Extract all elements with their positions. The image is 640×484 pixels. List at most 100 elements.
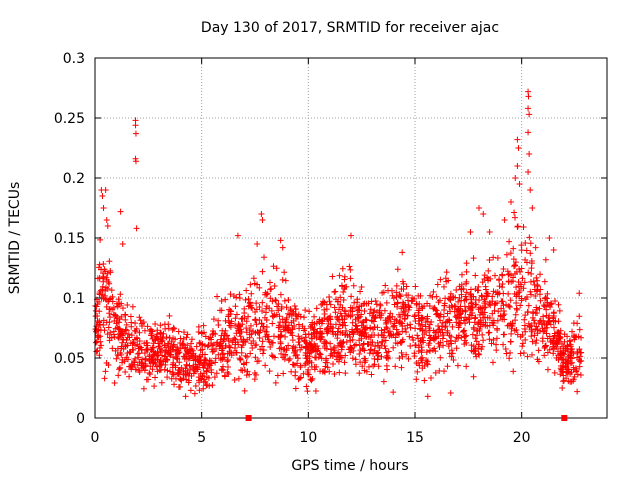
data-point — [576, 326, 583, 333]
data-point — [476, 311, 483, 318]
data-point — [275, 301, 282, 308]
data-point — [525, 105, 532, 112]
data-point — [522, 336, 529, 343]
data-point — [164, 340, 171, 347]
data-point — [309, 335, 316, 342]
data-point — [516, 266, 523, 273]
data-point — [500, 290, 507, 297]
data-point — [463, 268, 470, 275]
data-point — [470, 293, 477, 300]
data-points — [92, 88, 585, 400]
data-point — [242, 296, 249, 303]
data-point — [167, 343, 174, 350]
data-point — [352, 322, 359, 329]
data-point — [370, 362, 377, 369]
data-point — [349, 336, 356, 343]
data-point — [478, 346, 485, 353]
data-point — [323, 328, 330, 335]
data-point — [519, 343, 526, 350]
data-point — [132, 328, 139, 335]
data-point — [198, 330, 205, 337]
data-point — [553, 336, 560, 343]
data-point — [352, 316, 359, 323]
data-point — [130, 339, 137, 346]
data-point — [452, 338, 459, 345]
data-point — [248, 304, 255, 311]
data-point — [356, 328, 363, 335]
data-point — [350, 282, 357, 289]
data-point — [214, 293, 221, 300]
data-point — [245, 296, 252, 303]
data-point — [356, 350, 363, 357]
data-point — [527, 323, 534, 330]
data-point — [426, 303, 433, 310]
data-point — [149, 366, 156, 373]
data-point — [548, 301, 555, 308]
data-point — [492, 289, 499, 296]
data-point — [426, 337, 433, 344]
data-point — [400, 300, 407, 307]
data-point — [491, 307, 498, 314]
data-point — [564, 343, 571, 350]
data-point — [267, 344, 274, 351]
data-point — [555, 329, 562, 336]
data-point — [442, 319, 449, 326]
data-point — [247, 350, 254, 357]
data-point — [460, 317, 467, 324]
data-point — [390, 323, 397, 330]
data-point — [140, 385, 147, 392]
data-point — [348, 232, 354, 239]
data-point — [266, 368, 273, 375]
data-point — [251, 376, 258, 383]
data-point — [271, 333, 278, 340]
data-point — [476, 351, 483, 358]
data-point — [117, 291, 124, 298]
data-point — [124, 350, 131, 357]
data-point — [134, 362, 141, 369]
data-point — [115, 296, 122, 303]
data-point — [259, 268, 266, 275]
data-point — [488, 340, 495, 347]
data-point — [386, 328, 393, 335]
data-point — [253, 321, 260, 328]
data-point — [367, 325, 374, 332]
data-point — [103, 296, 110, 303]
data-point — [104, 223, 111, 229]
data-point — [430, 288, 437, 295]
data-point — [499, 298, 506, 305]
data-point — [119, 241, 126, 247]
data-point — [305, 344, 312, 351]
data-point — [489, 359, 496, 366]
data-point — [199, 341, 206, 348]
data-point — [565, 368, 572, 375]
data-point — [282, 319, 289, 326]
data-point — [110, 331, 117, 338]
data-point — [327, 340, 334, 347]
data-point — [313, 320, 320, 327]
data-point — [468, 342, 475, 349]
data-point — [147, 363, 154, 370]
data-point — [126, 373, 133, 380]
data-point — [521, 322, 528, 329]
x-tick-label: 20 — [513, 430, 531, 446]
data-point — [122, 316, 129, 323]
data-point — [313, 363, 320, 370]
data-point — [570, 378, 577, 385]
data-point — [215, 351, 222, 358]
data-point — [563, 375, 570, 382]
data-point — [172, 364, 179, 371]
data-point — [248, 290, 255, 297]
data-point — [100, 261, 107, 268]
data-point — [443, 278, 450, 285]
x-tick-label: 10 — [299, 430, 317, 446]
data-point — [552, 298, 559, 305]
data-point — [259, 217, 266, 223]
data-point — [273, 265, 280, 272]
data-point — [302, 307, 309, 314]
data-point — [359, 363, 366, 370]
data-point — [134, 350, 141, 357]
data-point — [375, 352, 382, 359]
data-point — [324, 324, 331, 331]
data-point — [254, 328, 261, 335]
data-point — [472, 314, 479, 321]
